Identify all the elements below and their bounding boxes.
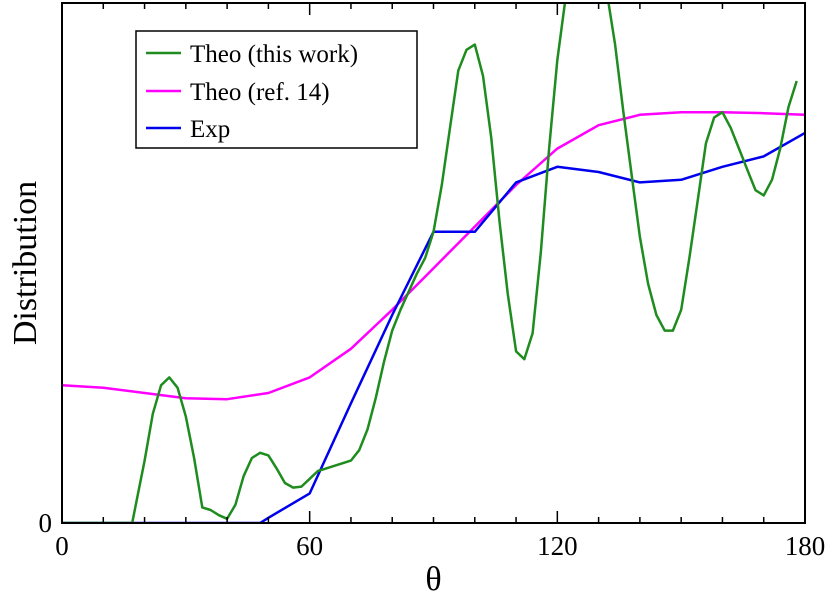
- axis-tick-labels: 0 60 120 180 0: [39, 508, 826, 561]
- y-tick-label: 0: [39, 508, 53, 538]
- plot-area: [62, 3, 805, 523]
- axis-ticks: [61, 3, 806, 523]
- legend: Theo (this work) Theo (ref. 14) Exp: [135, 30, 418, 149]
- x-tick-label: 0: [55, 531, 69, 561]
- x-axis-label: θ: [425, 561, 441, 596]
- series-line-theo-ref-14: [62, 110, 805, 401]
- x-tick-label: 120: [537, 531, 578, 561]
- legend-label-theo-ref-14: Theo (ref. 14): [190, 79, 330, 106]
- y-axis-label: Distribution: [7, 181, 44, 345]
- x-tick-label: 60: [296, 531, 323, 561]
- series-line-theo-this-work: [62, 3, 798, 523]
- x-tick-label: 180: [785, 531, 826, 561]
- legend-label-exp: Exp: [190, 116, 230, 143]
- legend-box: [135, 30, 418, 149]
- series-line-exp: [62, 131, 805, 523]
- legend-label-theo-this-work: Theo (this work): [190, 41, 358, 68]
